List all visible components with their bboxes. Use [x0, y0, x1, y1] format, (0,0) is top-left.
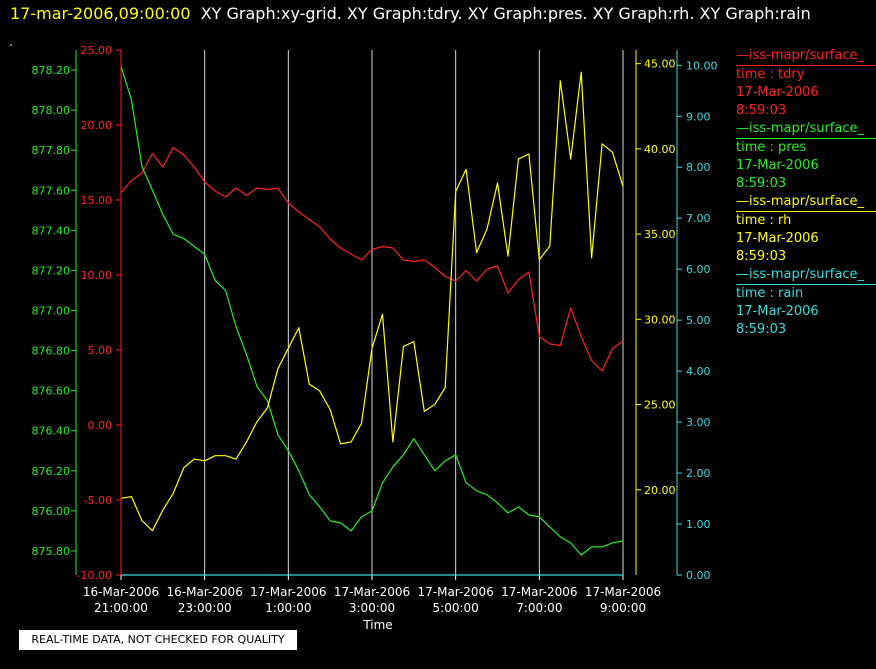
- x-tick-label-date: 17-Mar-2006: [501, 585, 577, 599]
- x-tick-label-date: 17-Mar-2006: [417, 585, 493, 599]
- series-rh: [120, 71, 624, 532]
- pres-axis-tick-label: 877.60: [32, 184, 71, 197]
- timestamp: 17-mar-2006,09:00:00: [10, 4, 191, 23]
- axes: 16-Mar-2006 21:00:00 16-Mar-2006 23:00:00 17…: [32, 44, 718, 615]
- legend-date: 17-Mar-2006: [736, 304, 819, 319]
- legend-source: —iss-mapr/surface_: [736, 120, 876, 139]
- rain-axis-tick-label: 1.00: [686, 518, 711, 531]
- rain-axis-tick-label: 4.00: [686, 365, 711, 378]
- legend-variable: time : tdry: [736, 67, 805, 82]
- legend-time: 8:59:03: [736, 103, 787, 118]
- rain-axis-tick-label: 5.00: [686, 314, 711, 327]
- rh-axis-tick-label: 25.00: [644, 399, 676, 412]
- rh-axis-tick-label: 45.00: [644, 58, 676, 71]
- pres-axis-tick-label: 875.80: [32, 545, 71, 558]
- legend-time: 8:59:03: [736, 249, 787, 264]
- tdry-axis-tick-label: -5.00: [84, 494, 112, 507]
- x-tick-label-date: 17-Mar-2006: [250, 585, 326, 599]
- legend-source: —iss-mapr/surface_: [736, 193, 876, 212]
- grid-lines: [204, 50, 624, 575]
- legend-source: —iss-mapr/surface_: [736, 266, 876, 285]
- legend-time: 8:59:03: [736, 176, 787, 191]
- legend-variable: time : rh: [736, 213, 792, 228]
- header: 17-mar-2006,09:00:00 XY Graph:xy-grid. X…: [10, 4, 811, 23]
- pres-axis-tick-label: 877.40: [32, 224, 71, 237]
- rain-axis-tick-label: 8.00: [686, 161, 711, 174]
- legend-date: 17-Mar-2006: [736, 231, 819, 246]
- x-tick-label-time: 21:00:00: [94, 601, 148, 615]
- legend-time: 8:59:03: [736, 322, 787, 337]
- pres-axis-tick-label: 876.60: [32, 385, 71, 398]
- pres-axis-tick-label: 878.20: [32, 64, 71, 77]
- x-tick-label-time: 1:00:00: [265, 601, 311, 615]
- legend-variable: time : rain: [736, 286, 804, 301]
- x-tick-label-time: 23:00:00: [178, 601, 232, 615]
- tdry-axis-tick-label: 5.00: [88, 344, 113, 357]
- pres-axis-tick-label: 878.00: [32, 104, 71, 117]
- rh-axis-tick-label: 35.00: [644, 228, 676, 241]
- x-tick-label-date: 17-Mar-2006: [334, 585, 410, 599]
- x-axis-label: Time: [362, 618, 392, 632]
- tdry-axis-tick-label: 15.00: [81, 194, 113, 207]
- tdry-axis-tick-label: 0.00: [88, 419, 113, 432]
- pres-axis-tick-label: 876.40: [32, 425, 71, 438]
- legend-entry-tdry[interactable]: —iss-mapr/surface_ time : tdry 17-Mar-20…: [736, 47, 876, 120]
- dot-marker: .: [9, 35, 13, 49]
- pres-axis-tick-label: 876.20: [32, 465, 71, 478]
- tdry-axis-tick-label: -10.00: [77, 569, 112, 582]
- pres-axis-tick-label: 876.80: [32, 345, 71, 358]
- rain-axis-tick-label: 10.00: [686, 59, 718, 72]
- x-tick-label-date: 16-Mar-2006: [83, 585, 159, 599]
- pres-axis-tick-label: 877.00: [32, 304, 71, 317]
- x-tick-label-time: 7:00:00: [516, 601, 562, 615]
- legend-date: 17-Mar-2006: [736, 158, 819, 173]
- rh-axis-tick-label: 30.00: [644, 313, 676, 326]
- x-tick-label-time: 9:00:00: [600, 601, 646, 615]
- pres-axis-tick-label: 877.80: [32, 144, 71, 157]
- tdry-axis-tick-label: 25.00: [81, 44, 113, 57]
- legend: —iss-mapr/surface_ time : tdry 17-Mar-20…: [736, 47, 876, 339]
- legend-entry-rain[interactable]: —iss-mapr/surface_ time : rain 17-Mar-20…: [736, 266, 876, 339]
- tdry-axis-tick-label: 10.00: [81, 269, 113, 282]
- graph-titles: XY Graph:xy-grid. XY Graph:tdry. XY Grap…: [200, 4, 811, 23]
- legend-entry-rh[interactable]: —iss-mapr/surface_ time : rh 17-Mar-2006…: [736, 193, 876, 266]
- rain-axis-tick-label: 2.00: [686, 467, 711, 480]
- series-tdry: [120, 146, 624, 372]
- pres-axis-tick-label: 876.00: [32, 505, 71, 518]
- rain-axis-tick-label: 7.00: [686, 212, 711, 225]
- quality-note: REAL-TIME DATA, NOT CHECKED FOR QUALITY: [19, 630, 297, 650]
- legend-source: —iss-mapr/surface_: [736, 47, 876, 66]
- series-pres: [120, 65, 624, 556]
- x-tick-label-date: 17-Mar-2006: [585, 585, 661, 599]
- legend-entry-pres[interactable]: —iss-mapr/surface_ time : pres 17-Mar-20…: [736, 120, 876, 193]
- rain-axis-tick-label: 3.00: [686, 416, 711, 429]
- tdry-axis-tick-label: 20.00: [81, 119, 113, 132]
- x-tick-label-time: 5:00:00: [433, 601, 479, 615]
- legend-variable: time : pres: [736, 140, 807, 155]
- x-tick-label-time: 3:00:00: [349, 601, 395, 615]
- rh-axis-tick-label: 40.00: [644, 143, 676, 156]
- rain-axis-tick-label: 9.00: [686, 110, 711, 123]
- rain-axis-tick-label: 6.00: [686, 263, 711, 276]
- rain-axis-tick-label: 0.00: [686, 569, 711, 582]
- legend-date: 17-Mar-2006: [736, 85, 819, 100]
- rh-axis-tick-label: 20.00: [644, 484, 676, 497]
- x-tick-label-date: 16-Mar-2006: [166, 585, 242, 599]
- pres-axis-tick-label: 877.20: [32, 264, 71, 277]
